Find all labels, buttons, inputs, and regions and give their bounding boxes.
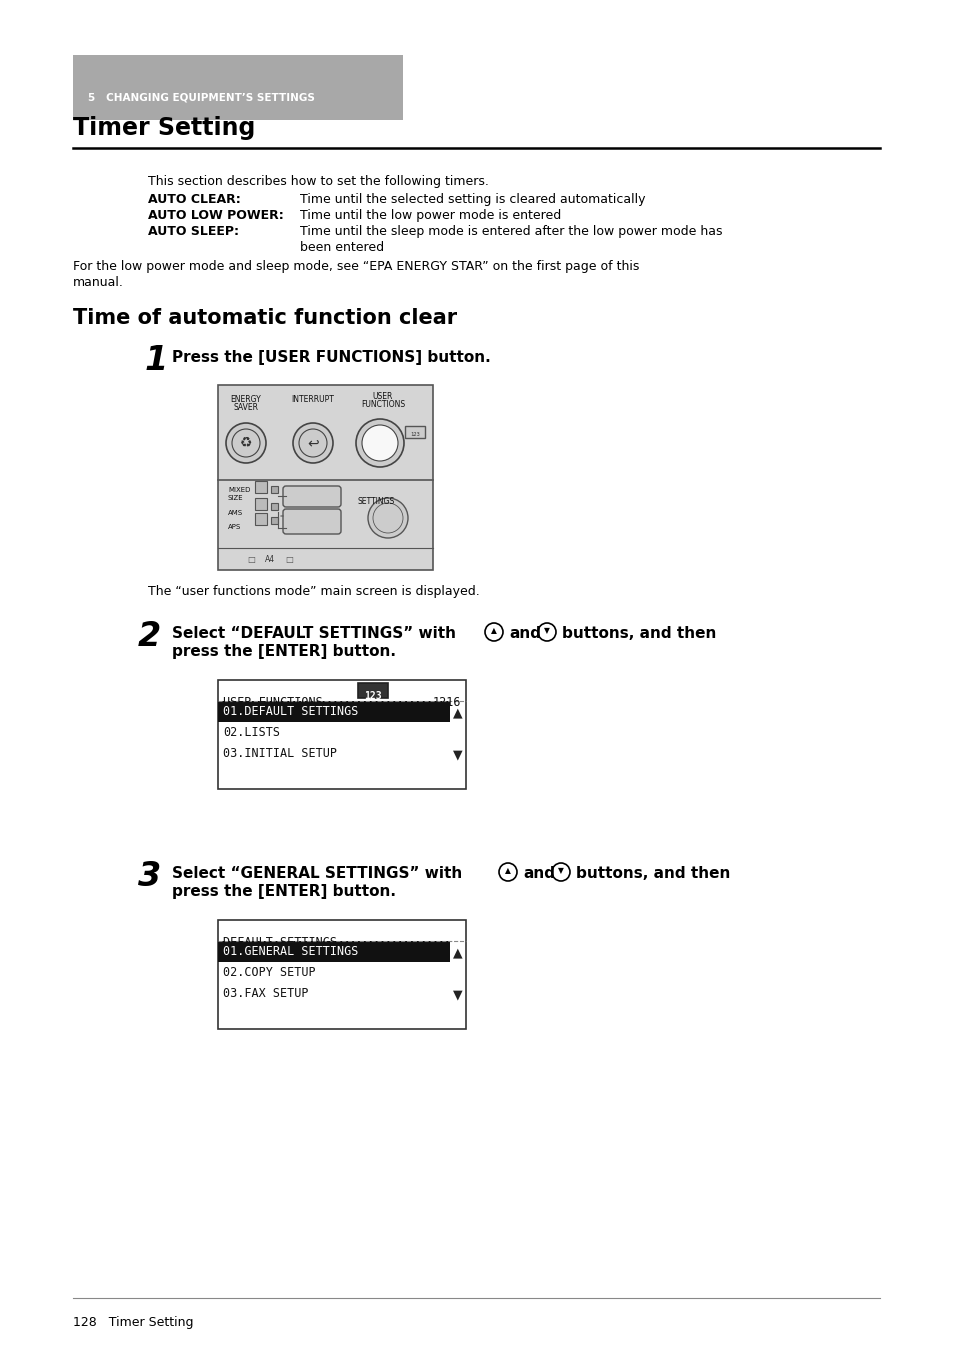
Text: Timer Setting: Timer Setting (73, 116, 255, 141)
Text: ▼: ▼ (558, 866, 563, 875)
Circle shape (298, 430, 327, 457)
Text: ▲: ▲ (453, 707, 462, 719)
Text: ▼: ▼ (543, 627, 549, 635)
Text: FUNCTIONS: FUNCTIONS (360, 400, 405, 409)
Text: buttons, and then: buttons, and then (561, 626, 716, 640)
Text: Time until the selected setting is cleared automatically: Time until the selected setting is clear… (299, 193, 645, 205)
Text: AMS: AMS (228, 509, 243, 516)
FancyBboxPatch shape (283, 509, 340, 534)
Bar (218, 385, 433, 570)
Text: Time of automatic function clear: Time of automatic function clear (73, 308, 456, 328)
Bar (271, 503, 277, 509)
Bar (218, 680, 465, 789)
Text: Time until the low power mode is entered: Time until the low power mode is entered (299, 209, 560, 222)
Circle shape (552, 863, 569, 881)
Circle shape (373, 503, 402, 534)
Circle shape (537, 623, 556, 640)
Text: buttons, and then: buttons, and then (576, 866, 730, 881)
Text: ▲: ▲ (453, 946, 462, 959)
Text: 128   Timer Setting: 128 Timer Setting (73, 1316, 193, 1329)
Text: 01.GENERAL SETTINGS: 01.GENERAL SETTINGS (223, 944, 358, 958)
Text: 01.DEFAULT SETTINGS: 01.DEFAULT SETTINGS (223, 705, 358, 717)
Text: ↩: ↩ (307, 436, 318, 450)
Text: 02.LISTS: 02.LISTS (223, 725, 280, 739)
Text: USER FUNCTIONS: USER FUNCTIONS (223, 696, 322, 709)
Text: 03.INITIAL SETUP: 03.INITIAL SETUP (223, 747, 336, 761)
FancyBboxPatch shape (283, 486, 340, 507)
Text: ENERGY: ENERGY (231, 394, 261, 404)
Text: AUTO CLEAR:: AUTO CLEAR: (148, 193, 240, 205)
Bar (218, 942, 450, 962)
Text: ♻: ♻ (239, 436, 252, 450)
Text: The “user functions mode” main screen is displayed.: The “user functions mode” main screen is… (148, 585, 479, 598)
Text: press the [ENTER] button.: press the [ENTER] button. (172, 644, 395, 659)
Bar (218, 920, 465, 1029)
Text: USER: USER (373, 392, 393, 401)
Bar (271, 517, 277, 524)
Bar (218, 701, 450, 721)
Circle shape (232, 430, 260, 457)
Text: 123: 123 (364, 690, 381, 701)
Text: SAVER: SAVER (233, 403, 258, 412)
Text: 5   CHANGING EQUIPMENT’S SETTINGS: 5 CHANGING EQUIPMENT’S SETTINGS (88, 93, 314, 103)
Text: ▲: ▲ (491, 627, 497, 635)
Text: ▲: ▲ (504, 866, 511, 875)
Circle shape (355, 419, 403, 467)
Text: manual.: manual. (73, 276, 124, 289)
Text: 02.COPY SETUP: 02.COPY SETUP (223, 966, 315, 979)
Text: SIZE: SIZE (228, 494, 243, 501)
Text: Press the [USER FUNCTIONS] button.: Press the [USER FUNCTIONS] button. (172, 350, 490, 365)
Bar (357, 684, 388, 698)
Text: Select “DEFAULT SETTINGS” with: Select “DEFAULT SETTINGS” with (172, 626, 456, 640)
Text: 1: 1 (145, 345, 168, 377)
Text: been entered: been entered (299, 240, 384, 254)
Bar (271, 486, 277, 493)
Text: □: □ (247, 555, 254, 563)
Text: DEFAULT SETTINGS: DEFAULT SETTINGS (223, 936, 336, 948)
Text: 2: 2 (138, 620, 161, 653)
Circle shape (361, 426, 397, 461)
Bar (254, 513, 267, 526)
Text: Select “GENERAL SETTINGS” with: Select “GENERAL SETTINGS” with (172, 866, 462, 881)
Circle shape (368, 499, 408, 538)
Text: APS: APS (228, 524, 241, 530)
Circle shape (498, 863, 517, 881)
Bar (254, 481, 267, 493)
Bar (73, 55, 402, 120)
Text: 123: 123 (410, 432, 419, 436)
Text: A4: A4 (265, 555, 274, 563)
Text: □: □ (285, 555, 293, 563)
Text: ▼: ▼ (453, 988, 462, 1001)
Text: MIXED: MIXED (228, 486, 250, 493)
Text: 03.FAX SETUP: 03.FAX SETUP (223, 988, 308, 1000)
Text: Time until the sleep mode is entered after the low power mode has: Time until the sleep mode is entered aft… (299, 226, 721, 238)
Bar (405, 426, 424, 438)
Text: This section describes how to set the following timers.: This section describes how to set the fo… (148, 176, 488, 188)
Text: press the [ENTER] button.: press the [ENTER] button. (172, 884, 395, 898)
Text: INTERRUPT: INTERRUPT (292, 394, 335, 404)
Text: and: and (522, 866, 555, 881)
Text: For the low power mode and sleep mode, see “EPA ENERGY STAR” on the first page o: For the low power mode and sleep mode, s… (73, 259, 639, 273)
Text: 3: 3 (138, 861, 161, 893)
Bar (254, 499, 267, 509)
Text: ▼: ▼ (453, 748, 462, 761)
Circle shape (293, 423, 333, 463)
Text: AUTO SLEEP:: AUTO SLEEP: (148, 226, 239, 238)
Text: 1216: 1216 (432, 696, 460, 709)
Circle shape (226, 423, 266, 463)
Text: and: and (509, 626, 540, 640)
Circle shape (484, 623, 502, 640)
Text: SETTINGS: SETTINGS (357, 497, 395, 507)
Text: AUTO LOW POWER:: AUTO LOW POWER: (148, 209, 283, 222)
